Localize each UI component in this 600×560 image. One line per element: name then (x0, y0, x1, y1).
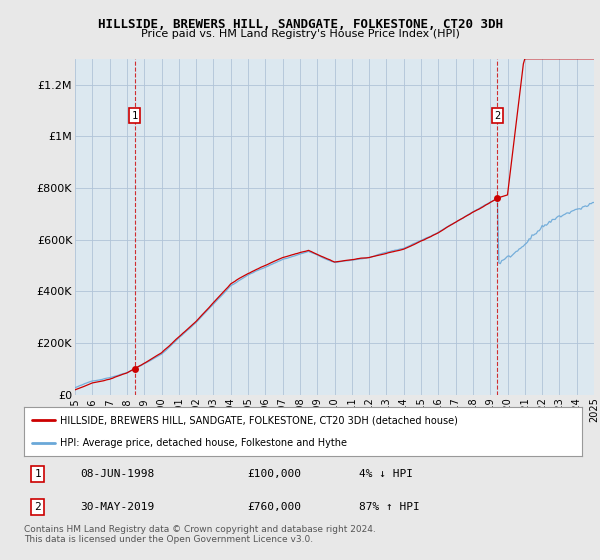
Text: 87% ↑ HPI: 87% ↑ HPI (359, 502, 419, 512)
Text: HPI: Average price, detached house, Folkestone and Hythe: HPI: Average price, detached house, Folk… (60, 438, 347, 448)
Text: 4% ↓ HPI: 4% ↓ HPI (359, 469, 413, 479)
Text: £760,000: £760,000 (247, 502, 301, 512)
Text: 1: 1 (131, 111, 137, 120)
Text: £100,000: £100,000 (247, 469, 301, 479)
Text: Price paid vs. HM Land Registry's House Price Index (HPI): Price paid vs. HM Land Registry's House … (140, 29, 460, 39)
Text: 30-MAY-2019: 30-MAY-2019 (80, 502, 154, 512)
Text: 08-JUN-1998: 08-JUN-1998 (80, 469, 154, 479)
Text: 1: 1 (35, 469, 41, 479)
Text: 2: 2 (494, 111, 500, 120)
Text: HILLSIDE, BREWERS HILL, SANDGATE, FOLKESTONE, CT20 3DH: HILLSIDE, BREWERS HILL, SANDGATE, FOLKES… (97, 18, 503, 31)
Text: Contains HM Land Registry data © Crown copyright and database right 2024.
This d: Contains HM Land Registry data © Crown c… (24, 525, 376, 544)
Text: 2: 2 (35, 502, 41, 512)
Text: HILLSIDE, BREWERS HILL, SANDGATE, FOLKESTONE, CT20 3DH (detached house): HILLSIDE, BREWERS HILL, SANDGATE, FOLKES… (60, 416, 458, 426)
